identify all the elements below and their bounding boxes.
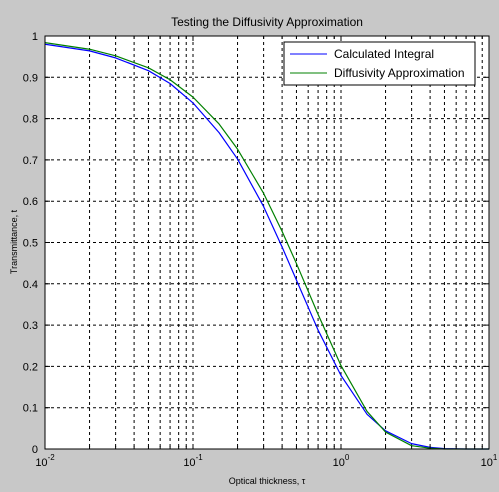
x-tick-label-exponent: -1 [196, 453, 204, 462]
y-tick-labels: 0 0.1 0.2 0.3 0.4 0.5 0.6 0.7 0.8 0.9 1 [23, 31, 38, 456]
y-tick-label: 0.1 [23, 403, 38, 415]
x-tick-label-base: 10 [481, 457, 493, 469]
series-line-calculated-integral [44, 43, 489, 450]
x-tick-label-exponent: 0 [345, 453, 350, 462]
x-axis-label: Optical thickness, τ [229, 476, 306, 486]
series-lines [44, 42, 489, 450]
x-tick-label-exponent: 1 [493, 453, 498, 462]
legend-label-calculated-integral: Calculated Integral [334, 47, 434, 61]
legend: Calculated Integral Diffusivity Approxim… [283, 41, 476, 86]
y-tick-label: 0.5 [23, 238, 38, 250]
x-tick-label: 10-2 [35, 453, 55, 469]
x-tick-label: 10-1 [183, 453, 203, 469]
legend-box [283, 41, 476, 86]
series-line-diffusivity-approximation [44, 42, 489, 450]
x-tick-label-exponent: -2 [48, 453, 56, 462]
y-tick-label: 1 [32, 31, 38, 43]
y-tick-label: 0.9 [23, 72, 38, 84]
chart-title: Testing the Diffusivity Approximation [171, 15, 363, 29]
x-tick-labels: 10-2 10-1 100 101 [35, 453, 498, 469]
y-tick-label: 0.7 [23, 155, 38, 167]
x-tick-label-base: 10 [333, 457, 345, 469]
grid [45, 36, 489, 449]
y-tick-label: 0.3 [23, 320, 38, 332]
y-axis-label: Transmittance, t [9, 209, 19, 274]
x-tick-label: 101 [481, 453, 498, 469]
x-tick-label-base: 10 [183, 457, 195, 469]
legend-label-diffusivity-approximation: Diffusivity Approximation [334, 66, 465, 80]
tick-marks [45, 35, 489, 450]
x-tick-label: 100 [333, 453, 350, 469]
y-tick-label: 0.8 [23, 114, 38, 126]
y-tick-label: 0 [32, 444, 38, 456]
y-tick-label: 0.4 [23, 279, 38, 291]
y-tick-label: 0.2 [23, 361, 38, 373]
y-tick-label: 0.6 [23, 196, 38, 208]
x-tick-label-base: 10 [35, 457, 47, 469]
